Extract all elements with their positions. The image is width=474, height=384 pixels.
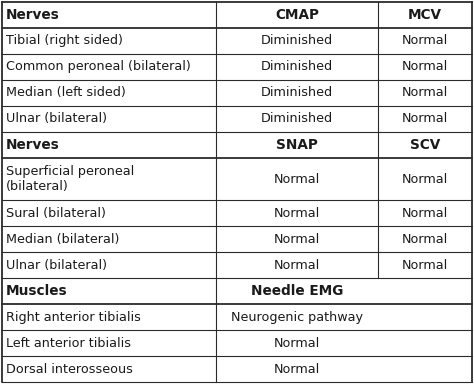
Text: Ulnar (bilateral): Ulnar (bilateral) <box>6 259 107 272</box>
Text: CMAP: CMAP <box>275 8 319 22</box>
Text: Normal: Normal <box>401 207 448 220</box>
Text: Tibial (right sided): Tibial (right sided) <box>6 34 123 47</box>
Text: Neurogenic pathway: Neurogenic pathway <box>231 311 363 324</box>
Text: Normal: Normal <box>273 207 320 220</box>
Text: Normal: Normal <box>273 172 320 185</box>
Text: Normal: Normal <box>273 233 320 246</box>
Text: Needle EMG: Needle EMG <box>251 284 343 298</box>
Text: Superficial peroneal
(bilateral): Superficial peroneal (bilateral) <box>6 165 135 193</box>
Text: Normal: Normal <box>401 172 448 185</box>
Text: Normal: Normal <box>401 60 448 73</box>
Text: Median (left sided): Median (left sided) <box>6 86 126 99</box>
Text: Normal: Normal <box>273 337 320 350</box>
Text: SNAP: SNAP <box>276 137 318 152</box>
Text: Diminished: Diminished <box>261 60 333 73</box>
Text: Normal: Normal <box>273 259 320 272</box>
Text: MCV: MCV <box>408 8 442 22</box>
Text: Nerves: Nerves <box>6 8 60 22</box>
Text: Normal: Normal <box>401 259 448 272</box>
Text: Median (bilateral): Median (bilateral) <box>6 233 119 246</box>
Text: Common peroneal (bilateral): Common peroneal (bilateral) <box>6 60 191 73</box>
Text: Normal: Normal <box>273 362 320 376</box>
Text: Nerves: Nerves <box>6 137 60 152</box>
Text: Diminished: Diminished <box>261 34 333 47</box>
Text: Diminished: Diminished <box>261 86 333 99</box>
Text: Sural (bilateral): Sural (bilateral) <box>6 207 106 220</box>
Text: Normal: Normal <box>401 34 448 47</box>
Text: Dorsal interosseous: Dorsal interosseous <box>6 362 133 376</box>
Text: Normal: Normal <box>401 112 448 125</box>
Text: SCV: SCV <box>410 137 440 152</box>
Text: Diminished: Diminished <box>261 112 333 125</box>
Text: Ulnar (bilateral): Ulnar (bilateral) <box>6 112 107 125</box>
Text: Normal: Normal <box>401 86 448 99</box>
Text: Normal: Normal <box>401 233 448 246</box>
Text: Muscles: Muscles <box>6 284 68 298</box>
Text: Left anterior tibialis: Left anterior tibialis <box>6 337 131 350</box>
Text: Right anterior tibialis: Right anterior tibialis <box>6 311 141 324</box>
